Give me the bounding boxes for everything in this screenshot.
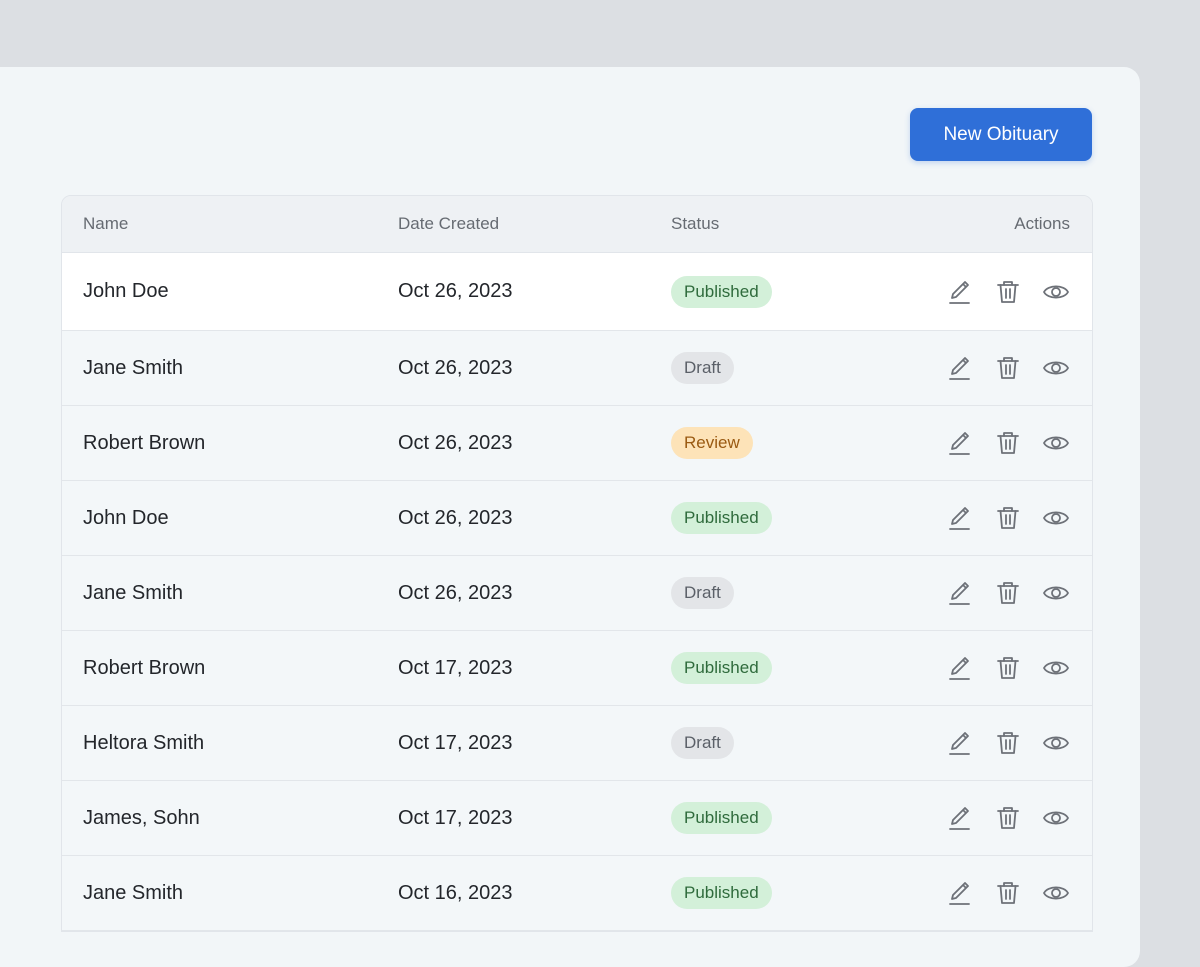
trash-icon[interactable] xyxy=(994,429,1022,457)
eye-icon[interactable] xyxy=(1042,654,1070,682)
table-row[interactable]: Robert Brown Oct 17, 2023 Published xyxy=(62,631,1092,706)
trash-icon[interactable] xyxy=(994,278,1022,306)
header-actions: Actions xyxy=(1014,214,1070,233)
row-name: Heltora Smith xyxy=(83,731,205,754)
edit-icon[interactable] xyxy=(946,579,974,607)
eye-icon[interactable] xyxy=(1042,354,1070,382)
status-badge: Draft xyxy=(671,577,734,609)
row-date: Oct 26, 2023 xyxy=(398,506,513,529)
eye-icon[interactable] xyxy=(1042,729,1070,757)
status-badge: Published xyxy=(671,802,772,834)
status-badge: Published xyxy=(671,502,772,534)
edit-icon[interactable] xyxy=(946,804,974,832)
status-badge: Published xyxy=(671,877,772,909)
row-name: Jane Smith xyxy=(83,881,184,904)
table-row[interactable]: Robert Brown Oct 26, 2023 Review xyxy=(62,406,1092,481)
status-badge: Review xyxy=(671,427,753,459)
table-header: Name Date Created Status Actions xyxy=(62,196,1092,253)
status-badge: Published xyxy=(671,652,772,684)
header-name[interactable]: Name xyxy=(83,214,129,233)
eye-icon[interactable] xyxy=(1042,278,1070,306)
eye-icon[interactable] xyxy=(1042,579,1070,607)
table-row[interactable]: John Doe Oct 26, 2023 Published xyxy=(62,481,1092,556)
row-name: Jane Smith xyxy=(83,581,184,604)
table-row[interactable]: Heltora Smith Oct 17, 2023 Draft xyxy=(62,706,1092,781)
header-date[interactable]: Date Created xyxy=(398,214,500,233)
trash-icon[interactable] xyxy=(994,579,1022,607)
row-name: James, Sohn xyxy=(83,806,200,829)
table-row[interactable]: Jane Smith Oct 26, 2023 Draft xyxy=(62,556,1092,631)
edit-icon[interactable] xyxy=(946,729,974,757)
row-date: Oct 17, 2023 xyxy=(398,731,513,754)
trash-icon[interactable] xyxy=(994,504,1022,532)
row-date: Oct 16, 2023 xyxy=(398,881,513,904)
table-row[interactable]: John Doe Oct 26, 2023 Published xyxy=(62,253,1092,331)
eye-icon[interactable] xyxy=(1042,804,1070,832)
edit-icon[interactable] xyxy=(946,278,974,306)
eye-icon[interactable] xyxy=(1042,879,1070,907)
status-badge: Draft xyxy=(671,727,734,759)
edit-icon[interactable] xyxy=(946,654,974,682)
trash-icon[interactable] xyxy=(994,804,1022,832)
edit-icon[interactable] xyxy=(946,354,974,382)
table-row[interactable]: Jane Smith Oct 16, 2023 Published xyxy=(62,856,1092,931)
row-date: Oct 26, 2023 xyxy=(398,356,513,379)
trash-icon[interactable] xyxy=(994,354,1022,382)
trash-icon[interactable] xyxy=(994,879,1022,907)
new-obituary-button[interactable]: New Obituary xyxy=(910,108,1092,161)
obituaries-table: Name Date Created Status Actions John Do… xyxy=(61,195,1093,932)
header-status[interactable]: Status xyxy=(671,214,720,233)
eye-icon[interactable] xyxy=(1042,504,1070,532)
status-badge: Draft xyxy=(671,352,734,384)
row-name: Robert Brown xyxy=(83,656,206,679)
row-date: Oct 26, 2023 xyxy=(398,431,513,454)
row-date: Oct 26, 2023 xyxy=(398,280,513,302)
trash-icon[interactable] xyxy=(994,654,1022,682)
row-date: Oct 26, 2023 xyxy=(398,581,513,604)
status-badge: Published xyxy=(671,275,772,308)
row-name: Robert Brown xyxy=(83,431,206,454)
table-row[interactable]: Jane Smith Oct 26, 2023 Draft xyxy=(62,331,1092,406)
row-date: Oct 17, 2023 xyxy=(398,806,513,829)
table-row[interactable]: James, Sohn Oct 17, 2023 Published xyxy=(62,781,1092,856)
row-name: John Doe xyxy=(83,280,169,302)
edit-icon[interactable] xyxy=(946,879,974,907)
row-name: John Doe xyxy=(83,506,169,529)
edit-icon[interactable] xyxy=(946,504,974,532)
trash-icon[interactable] xyxy=(994,729,1022,757)
row-name: Jane Smith xyxy=(83,356,184,379)
row-date: Oct 17, 2023 xyxy=(398,656,513,679)
edit-icon[interactable] xyxy=(946,429,974,457)
eye-icon[interactable] xyxy=(1042,429,1070,457)
